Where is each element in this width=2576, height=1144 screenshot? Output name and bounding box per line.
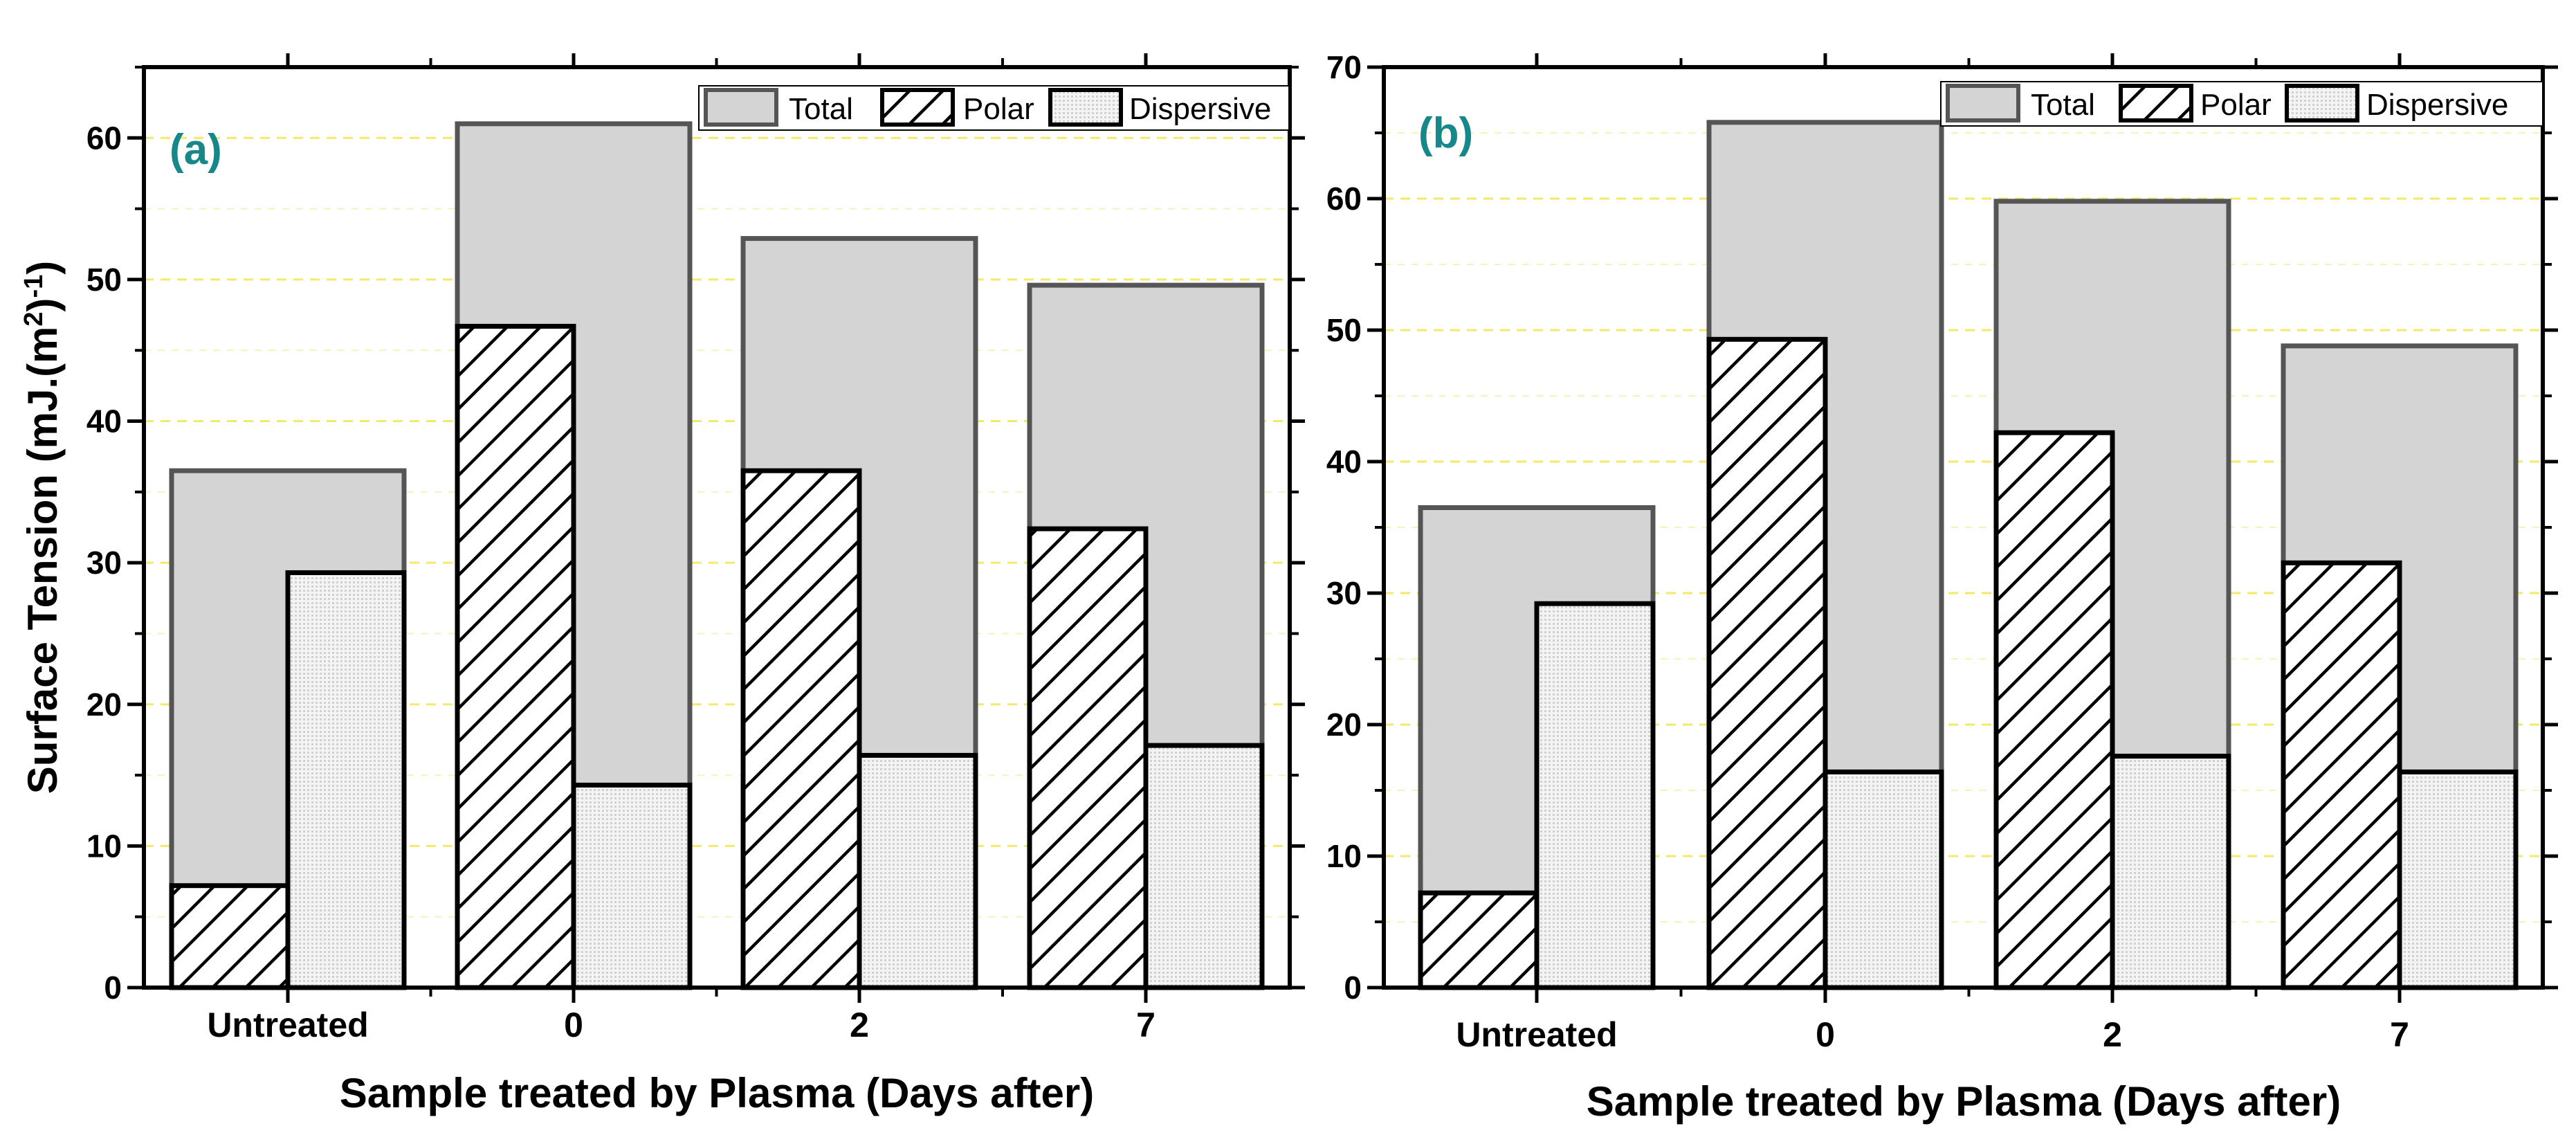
ticks-b (1367, 53, 2558, 1003)
x-tick-label: 0 (564, 1006, 583, 1044)
ticks-a (127, 53, 1305, 1003)
bar-polar (169, 883, 291, 990)
x-tick-label: 2 (2103, 1015, 2122, 1054)
y-tick-label: 50 (1326, 312, 1362, 348)
bar-dispersive (1143, 743, 1265, 990)
bar-dispersive (2397, 769, 2519, 990)
bar-dispersive (1823, 769, 1944, 990)
x-tick-label: 0 (1816, 1015, 1835, 1054)
y-tick-label: 0 (1344, 970, 1362, 1006)
legend-swatch-total-b (1946, 84, 2020, 122)
panel-b: 0 10 20 30 40 50 60 70 Untreated 0 2 7 (b) Sample … (1326, 49, 2558, 1125)
bar-dispersive (285, 570, 407, 990)
legend-label-total-a: Total (789, 92, 853, 126)
xtick-labels-a: Untreated 0 2 7 (207, 1006, 1155, 1044)
y-tick-label: 60 (1326, 181, 1362, 217)
bar-dispersive (857, 752, 978, 990)
legend-swatch-polar-b (2119, 84, 2193, 122)
legend-label-dispersive-b: Dispersive (2366, 88, 2508, 122)
ytick-labels-b: 0 10 20 30 40 50 60 70 (1326, 49, 1362, 1006)
bars-a (169, 121, 1265, 990)
x-tick-label: 7 (2390, 1015, 2409, 1054)
xtick-labels-b: Untreated 0 2 7 (1456, 1015, 2409, 1054)
y-tick-label: 20 (86, 687, 122, 723)
legend-label-dispersive-a: Dispersive (1129, 92, 1271, 126)
y-tick-label: 10 (86, 828, 122, 864)
bar-dispersive (571, 782, 693, 990)
bar-polar (1418, 890, 1540, 990)
bar-polar (1706, 336, 1828, 990)
panel-a: 0 10 20 30 40 50 60 Untreated 0 2 7 (a) Sample tr… (19, 53, 1305, 1116)
y-tick-label: 40 (1326, 444, 1362, 480)
y-tick-label: 0 (104, 970, 122, 1006)
legend-label-polar-a: Polar (963, 92, 1034, 126)
bar-polar (1993, 430, 2115, 990)
legend-label-total-b: Total (2031, 88, 2095, 122)
panel-label-a: (a) (170, 126, 222, 174)
x-axis-title-a: Sample treated by Plasma (Days after) (340, 1070, 1094, 1116)
bar-polar (455, 323, 576, 990)
ytick-labels-a: 0 10 20 30 40 50 60 (86, 120, 122, 1006)
legend-a: Total Polar Dispersive (698, 85, 1290, 131)
legend-swatch-dispersive-a (1048, 88, 1123, 127)
legend-b: Total Polar Dispersive (1940, 81, 2543, 127)
y-tick-label: 20 (1326, 707, 1362, 743)
legend-label-polar-b: Polar (2200, 88, 2272, 122)
legend-box-a (698, 85, 1290, 131)
panel-label-b: (b) (1418, 109, 1473, 157)
bars-b (1418, 120, 2519, 990)
y-tick-label: 70 (1326, 49, 1362, 85)
legend-swatch-dispersive-b (2285, 84, 2359, 122)
bar-dispersive (1534, 601, 1656, 990)
x-tick-label: 7 (1136, 1006, 1155, 1044)
legend-swatch-polar-a (880, 88, 955, 127)
bar-dispersive (2110, 754, 2231, 990)
x-tick-label: Untreated (207, 1006, 368, 1044)
y-tick-label: 30 (86, 545, 122, 581)
x-axis-title-b: Sample treated by Plasma (Days after) (1587, 1078, 2341, 1125)
x-tick-label: 2 (850, 1006, 869, 1044)
bar-polar (1027, 526, 1149, 990)
legend-swatch-total-a (704, 88, 778, 127)
bar-polar (2281, 560, 2402, 990)
y-tick-label: 50 (86, 262, 122, 298)
y-tick-label: 30 (1326, 575, 1362, 611)
y-tick-label: 40 (86, 403, 122, 439)
legend-box-b (1940, 81, 2543, 127)
y-tick-label: 60 (86, 120, 122, 156)
y-tick-label: 10 (1326, 838, 1362, 874)
y-axis-title-a: Surface Tension (mJ.(m2)-1) (19, 261, 66, 795)
bar-polar (740, 468, 862, 990)
x-tick-label: Untreated (1456, 1015, 1617, 1054)
